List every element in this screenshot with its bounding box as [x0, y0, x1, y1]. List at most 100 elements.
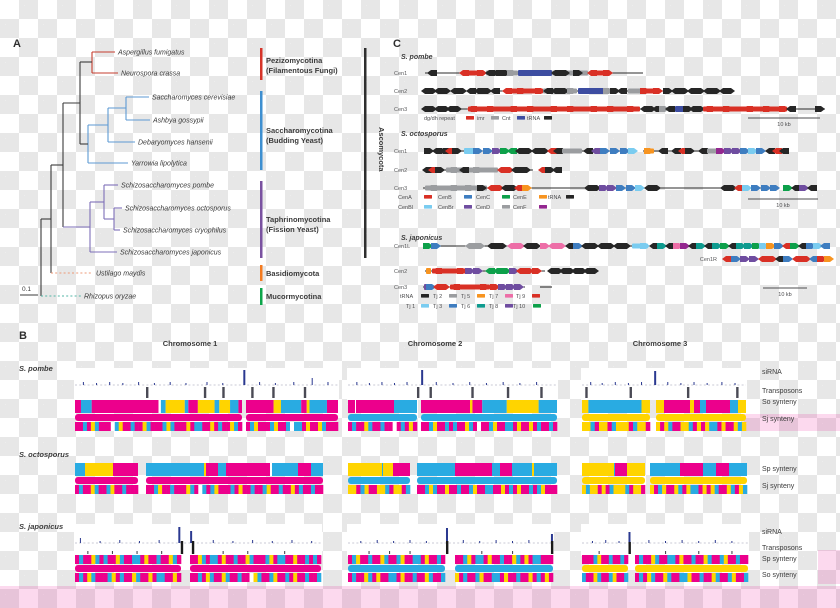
- chromosome-bar: [656, 414, 746, 421]
- sirna-peak: [376, 540, 378, 543]
- tree-leaf-label: Rhizopus oryzae: [84, 294, 136, 301]
- synteny-stripe: [674, 485, 679, 494]
- synteny-stripe: [548, 555, 554, 564]
- synteny-stripe: [528, 555, 533, 564]
- synteny-stripe: [83, 573, 88, 582]
- synteny-stripe: [397, 485, 403, 494]
- synteny-stripe: [197, 573, 203, 582]
- sirna-peak: [79, 538, 81, 543]
- synteny-stripe: [659, 555, 664, 564]
- transposon-tick: [247, 551, 249, 554]
- sirna-peak: [393, 383, 395, 385]
- cen-arrow: [523, 243, 533, 249]
- synteny-stripe: [245, 555, 250, 564]
- synteny-stripe: [90, 485, 95, 494]
- sirna-peak: [590, 382, 592, 385]
- synteny-stripe: [719, 555, 725, 564]
- synteny-stripe: [517, 422, 522, 431]
- synteny-stripe: [473, 485, 478, 494]
- cen-arrow: [500, 148, 510, 154]
- legend-swatch: [533, 304, 541, 308]
- synteny-stripe: [455, 555, 460, 564]
- tree-leaf-label: Saccharomyces cerevisiae: [152, 95, 235, 102]
- synteny-stripe: [412, 555, 418, 564]
- legend-swatch: [477, 304, 485, 308]
- synteny-stripe: [368, 422, 373, 431]
- synteny-stripe: [525, 485, 530, 494]
- cen-arrow: [723, 106, 733, 112]
- cen-arrow: [704, 243, 714, 249]
- synteny-stripe: [376, 422, 381, 431]
- synteny-stripe: [202, 422, 207, 431]
- synteny-stripe: [667, 555, 672, 564]
- synteny-stripe: [504, 573, 509, 582]
- cen-arrow: [492, 148, 502, 154]
- synteny-stripe: [589, 573, 594, 582]
- sirna-peak: [641, 382, 643, 385]
- synteny-stripe: [140, 573, 145, 582]
- synteny-stripe: [160, 555, 165, 564]
- synteny-block: [184, 400, 189, 413]
- synteny-stripe: [156, 555, 161, 564]
- synteny-stripe: [99, 555, 104, 564]
- pink-tint-overlay-right2: [818, 550, 840, 584]
- track-label-so-synteny-sp: So synteny: [762, 399, 797, 406]
- synteny-block: [588, 400, 642, 413]
- synteny-stripe: [380, 422, 385, 431]
- synteny-stripe: [428, 573, 434, 582]
- sirna-peak: [311, 541, 313, 543]
- synteny-stripe: [499, 555, 505, 564]
- cen-arrow: [591, 185, 601, 191]
- synteny-stripe: [655, 555, 660, 564]
- legend-label: dg/dh repeat: [424, 116, 455, 122]
- ascomycota-bar: [364, 48, 367, 258]
- synteny-block: [226, 463, 270, 476]
- cen-arrow: [552, 167, 562, 173]
- synteny-stripe: [625, 485, 630, 494]
- sirna-peak: [185, 383, 187, 385]
- tree-leaf-label: Debaryomyces hansenii: [138, 140, 213, 147]
- synteny-stripe: [186, 485, 191, 494]
- cen-arrow: [671, 88, 681, 94]
- cen-arrow: [772, 148, 782, 154]
- synteny-stripe: [437, 422, 442, 431]
- legend-swatch: [464, 205, 472, 209]
- synteny-stripe: [723, 573, 729, 582]
- synteny-stripe: [463, 555, 468, 564]
- cen-arrow: [508, 185, 518, 191]
- synteny-stripe: [305, 555, 310, 564]
- cen-arrow: [607, 185, 617, 191]
- cen-arrow: [792, 256, 802, 262]
- synteny-stripe: [372, 573, 377, 582]
- cen-arrow: [665, 243, 675, 249]
- transposon-tick: [368, 551, 370, 554]
- synteny-stripe: [278, 485, 284, 494]
- cen-row-label: Cen1: [394, 71, 407, 77]
- cen-arrow: [765, 148, 775, 154]
- synteny-stripe: [286, 422, 291, 431]
- synteny-stripe: [412, 422, 418, 431]
- synteny-stripe: [400, 573, 405, 582]
- synteny-stripe: [509, 485, 514, 494]
- synteny-stripe: [485, 422, 490, 431]
- cen-arrow: [573, 70, 583, 76]
- synteny-stripe: [404, 422, 410, 431]
- synteny-stripe: [119, 555, 125, 564]
- synteny-stripe: [226, 485, 231, 494]
- synteny-stripe: [621, 485, 626, 494]
- cen-arrow: [447, 185, 457, 191]
- synteny-stripe: [672, 422, 677, 431]
- cen-arrow: [506, 284, 516, 290]
- synteny-block: [80, 400, 92, 413]
- sirna-peak: [138, 541, 140, 543]
- synteny-stripe: [605, 485, 610, 494]
- synteny-stripe: [178, 422, 183, 431]
- synteny-stripe: [628, 422, 634, 431]
- synteny-stripe: [221, 573, 227, 582]
- transposon-tick: [203, 387, 207, 398]
- sirna-peak: [421, 370, 424, 385]
- sirna-peak: [550, 534, 553, 543]
- synteny-stripe: [682, 485, 687, 494]
- synteny-stripe: [477, 422, 482, 431]
